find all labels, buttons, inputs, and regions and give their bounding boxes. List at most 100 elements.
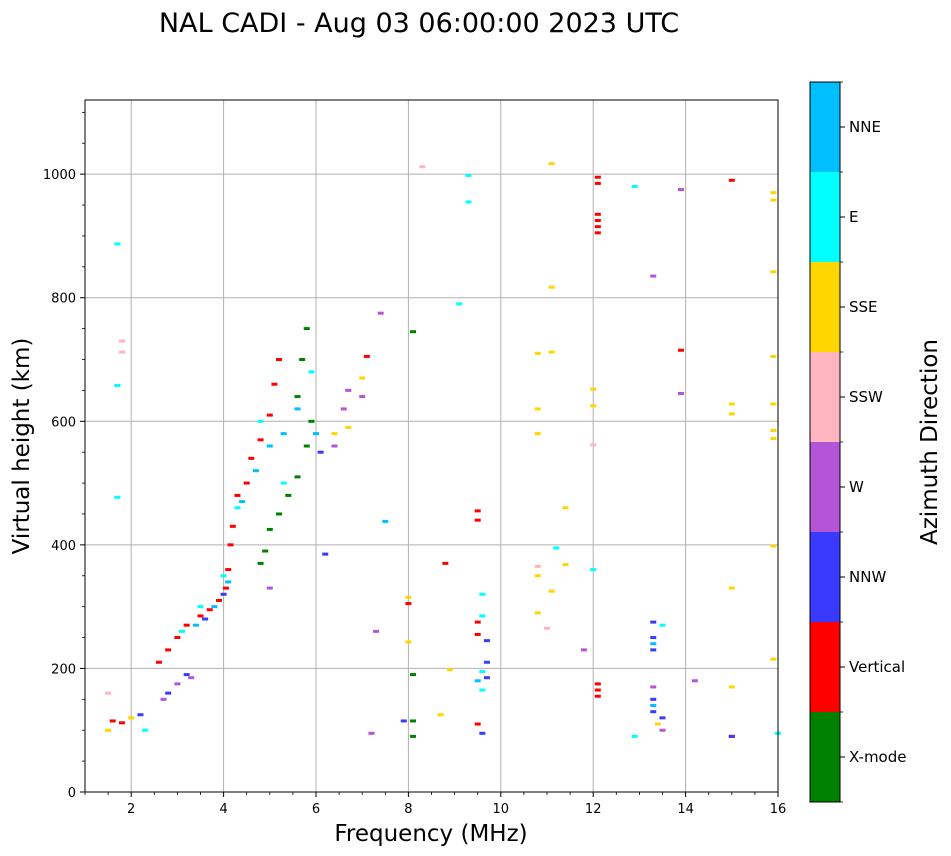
data-point (594, 181, 601, 185)
data-point (659, 716, 666, 720)
data-point (650, 710, 657, 714)
colorbar-segment (810, 352, 840, 442)
colorbar-tick-label: W (849, 478, 864, 496)
data-point (359, 395, 366, 399)
data-point (483, 639, 490, 643)
data-point (770, 657, 777, 661)
data-point (234, 506, 241, 510)
data-point (308, 370, 315, 374)
data-point (313, 432, 319, 436)
colorbar-segment (810, 442, 840, 532)
series-vertical (109, 175, 735, 738)
data-point (548, 589, 555, 593)
data-point (276, 512, 283, 516)
data-point (474, 722, 481, 726)
data-point (446, 668, 453, 672)
data-point (465, 173, 472, 177)
data-point (534, 574, 541, 578)
data-point (650, 636, 657, 640)
data-point (211, 605, 218, 609)
data-point (179, 629, 186, 633)
data-point (137, 713, 144, 717)
data-point (266, 444, 273, 448)
colorbar-segment (810, 82, 840, 172)
data-point (382, 519, 389, 523)
data-point (479, 731, 486, 735)
data-point (534, 407, 541, 411)
data-point (405, 640, 412, 644)
data-point (548, 285, 555, 289)
data-point (206, 608, 213, 612)
data-point (594, 175, 601, 179)
colorbar-tick-label: NNW (849, 568, 886, 586)
y-tick-label: 400 (51, 539, 76, 554)
data-point (174, 682, 181, 686)
series-sse (105, 162, 777, 732)
x-tick-label: 6 (312, 802, 320, 817)
data-point (650, 642, 657, 646)
data-point (770, 198, 777, 202)
data-point (728, 685, 735, 689)
colorbar-tick-label: E (849, 208, 858, 226)
data-point (294, 395, 301, 399)
data-point (405, 602, 412, 606)
data-point (594, 218, 601, 222)
data-point (534, 351, 541, 355)
data-point (239, 500, 246, 504)
data-point (594, 212, 601, 216)
x-tick-label: 16 (770, 802, 787, 817)
data-point (474, 632, 481, 636)
data-point (553, 546, 560, 550)
data-point (410, 330, 417, 334)
data-point (160, 697, 167, 701)
data-point (340, 407, 347, 411)
data-point (534, 564, 541, 568)
data-point (105, 691, 112, 695)
y-axis-ticks: 0 200 400 600 800 1000 (43, 111, 85, 801)
data-marks (105, 162, 781, 738)
data-point (192, 623, 199, 627)
data-point (225, 568, 232, 572)
data-point (105, 728, 112, 732)
data-point (322, 552, 329, 556)
data-point (294, 475, 301, 479)
x-tick-label: 4 (219, 802, 227, 817)
y-tick-label: 200 (51, 662, 76, 677)
data-point (770, 402, 777, 406)
series-nne (192, 407, 657, 707)
data-point (118, 350, 125, 354)
data-point (220, 592, 227, 596)
data-point (234, 493, 241, 497)
data-point (257, 561, 264, 565)
data-point (590, 404, 597, 408)
data-point (544, 626, 550, 630)
data-point (650, 704, 657, 707)
x-axis-label: Frequency (MHz) (334, 821, 527, 847)
data-point (594, 688, 601, 692)
data-point (243, 481, 250, 485)
data-point (479, 670, 486, 674)
data-point (118, 339, 125, 343)
data-point (479, 592, 486, 596)
data-point (142, 728, 149, 732)
data-point (479, 614, 486, 618)
data-point (437, 713, 444, 717)
data-point (266, 413, 273, 417)
data-point (650, 685, 657, 689)
data-point (303, 444, 310, 448)
colorbar-segment (810, 172, 840, 262)
data-point (248, 456, 255, 460)
colorbar-label: Azimuth Direction (917, 339, 943, 545)
data-point (456, 302, 463, 306)
data-point (128, 716, 135, 720)
data-point (770, 544, 777, 548)
data-point (631, 734, 638, 738)
data-point (650, 648, 657, 652)
data-point (410, 734, 417, 738)
data-point (294, 407, 301, 411)
colorbar-tick-label: X-mode (849, 748, 906, 766)
data-point (188, 676, 195, 680)
data-point (345, 425, 352, 429)
y-tick-label: 0 (68, 786, 76, 801)
colorbar-tick-label: SSE (849, 298, 878, 316)
